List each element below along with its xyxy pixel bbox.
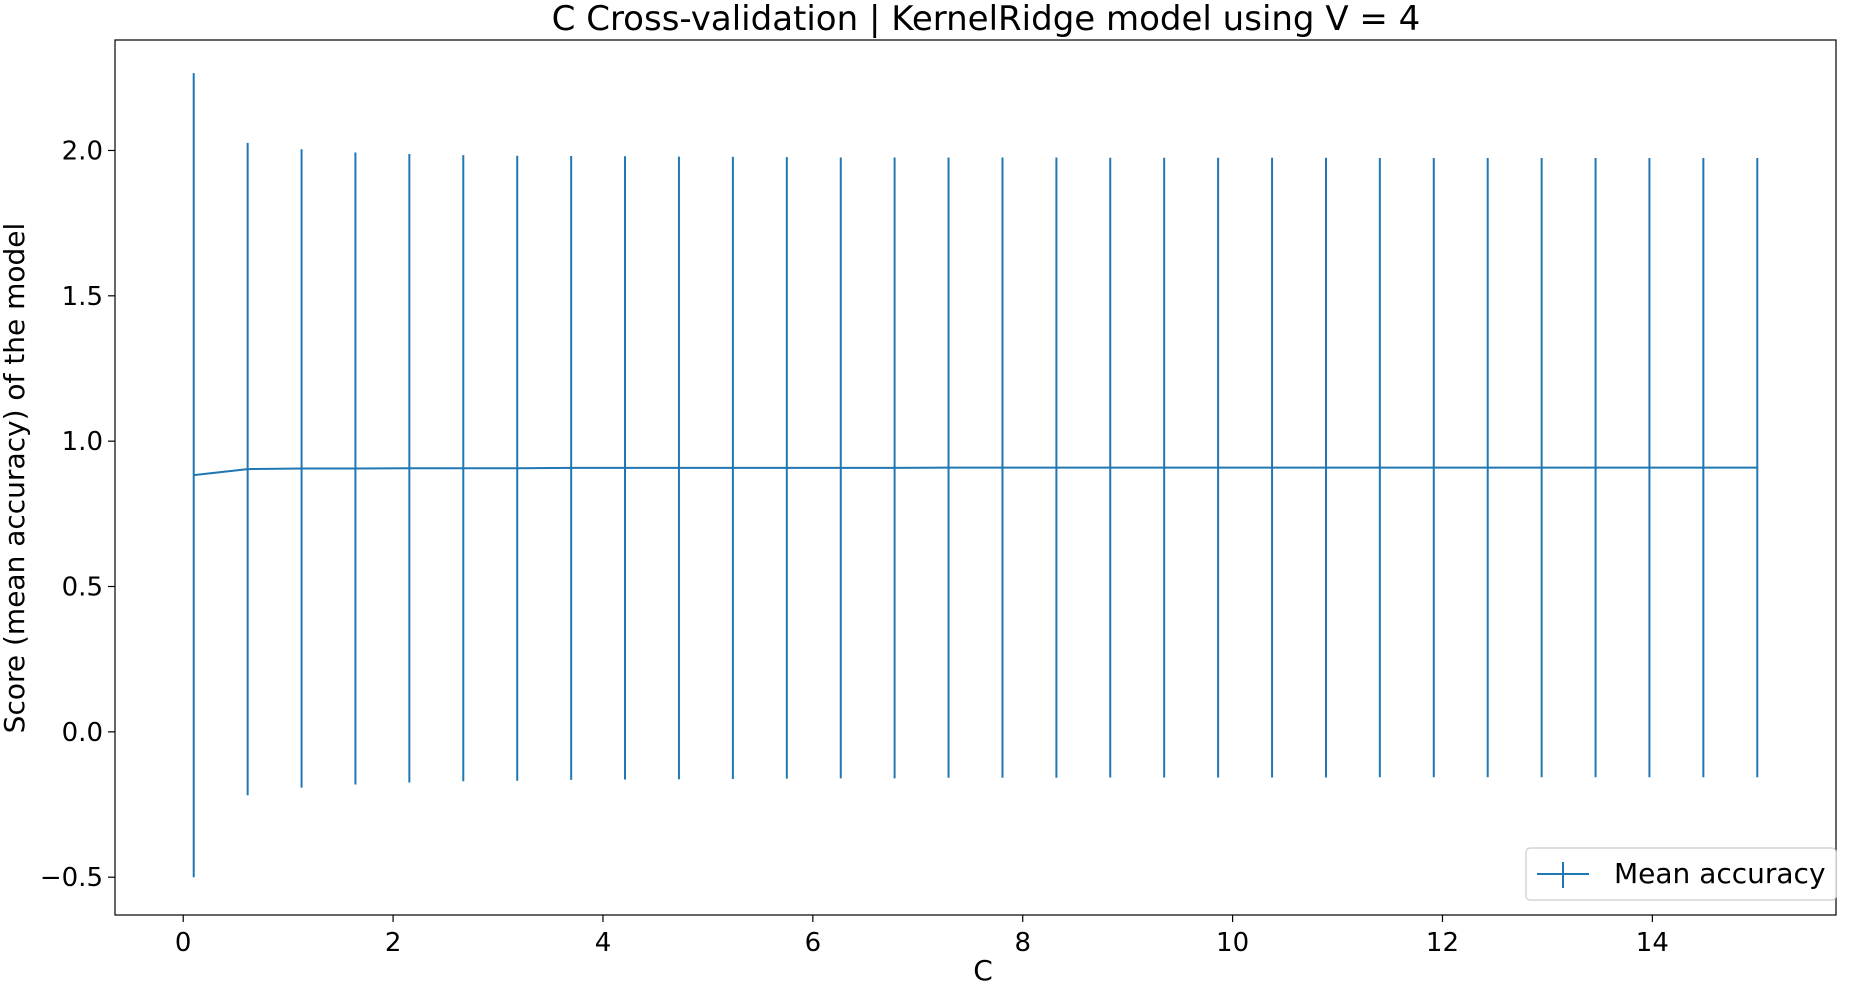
x-axis-ticks: 0 2 4 6 8 10 12 14 <box>175 915 1669 958</box>
legend-box <box>1525 847 1837 901</box>
y-tick-label: 1.0 <box>62 427 103 457</box>
y-tick-label: 0.0 <box>62 718 103 748</box>
x-tick-label: 0 <box>175 928 192 958</box>
y-tick-label: −0.5 <box>40 863 103 893</box>
legend: Mean accuracy <box>1525 847 1837 901</box>
x-tick-label: 6 <box>805 928 822 958</box>
x-tick-label: 14 <box>1636 928 1669 958</box>
x-axis-label: C <box>973 954 993 987</box>
y-tick-label: 1.5 <box>62 282 103 312</box>
x-tick-label: 4 <box>595 928 612 958</box>
x-tick-label: 8 <box>1014 928 1031 958</box>
x-tick-label: 12 <box>1426 928 1459 958</box>
y-tick-label: 2.0 <box>62 136 103 166</box>
y-tick-label: 0.5 <box>62 573 103 603</box>
series-lines <box>193 466 1758 477</box>
x-tick-label: 2 <box>385 928 402 958</box>
x-tick-label: 10 <box>1216 928 1249 958</box>
plot-area <box>114 39 1837 916</box>
y-axis-ticks: −0.5 0.0 0.5 1.0 1.5 2.0 <box>40 136 115 893</box>
series-line-mean-accuracy <box>193 466 1758 477</box>
error-bars <box>192 73 1759 878</box>
chart-title: C Cross-validation | KernelRidge model u… <box>552 0 1421 39</box>
legend-label: Mean accuracy <box>1614 857 1826 890</box>
y-axis-label: Score (mean accuracy) of the model <box>0 223 31 734</box>
